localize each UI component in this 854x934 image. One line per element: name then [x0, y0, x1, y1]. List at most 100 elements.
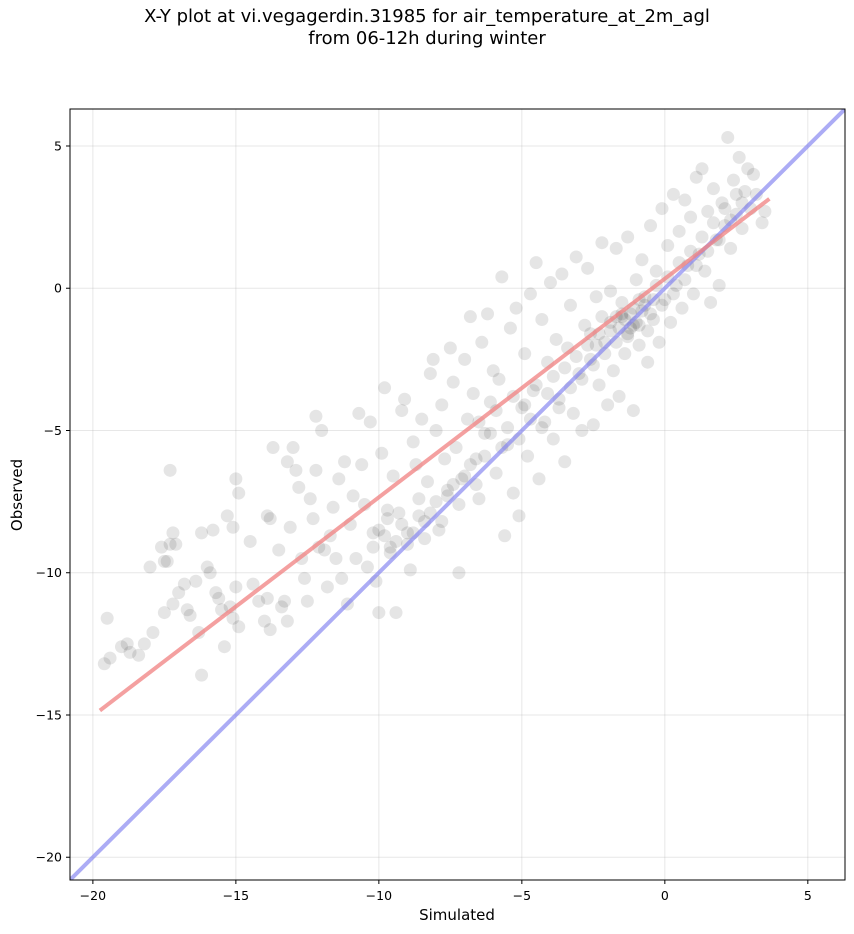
data-point	[160, 554, 174, 568]
data-point	[532, 472, 546, 486]
data-point	[163, 463, 177, 477]
x-tick-label: −10	[366, 888, 392, 903]
data-point	[664, 315, 678, 329]
data-point	[123, 645, 137, 659]
data-point	[386, 469, 400, 483]
data-point	[180, 603, 194, 617]
x-tick-label: −15	[223, 888, 249, 903]
data-point	[263, 623, 277, 637]
data-point	[318, 543, 332, 557]
y-tick-label: −10	[36, 565, 62, 580]
data-point	[746, 167, 760, 181]
data-point	[695, 162, 709, 176]
chart-title-line-1: X-Y plot at vi.vegagerdin.31985 for air_…	[144, 6, 710, 27]
data-point	[286, 441, 300, 455]
data-point	[163, 537, 177, 551]
data-point	[332, 472, 346, 486]
data-point	[257, 614, 271, 628]
data-point	[712, 278, 726, 292]
data-point	[120, 637, 134, 651]
data-point	[209, 586, 223, 600]
y-axis-label: Observed	[8, 459, 26, 531]
data-point	[558, 361, 572, 375]
data-point	[546, 369, 560, 383]
data-point	[143, 560, 157, 574]
data-point	[575, 423, 589, 437]
x-axis-label: Simulated	[419, 906, 495, 924]
data-point	[523, 287, 537, 301]
data-point	[166, 597, 180, 611]
data-point	[555, 267, 569, 281]
data-point	[366, 526, 380, 540]
data-point	[518, 398, 532, 412]
data-point	[446, 375, 460, 389]
data-point	[263, 512, 277, 526]
data-point	[652, 335, 666, 349]
data-point	[661, 239, 675, 253]
data-point	[449, 441, 463, 455]
data-point	[481, 307, 495, 321]
data-point	[618, 347, 632, 361]
data-point	[309, 463, 323, 477]
data-point	[412, 492, 426, 506]
data-point	[315, 423, 329, 437]
x-tick-label: −5	[513, 888, 531, 903]
data-point	[435, 515, 449, 529]
data-point	[592, 378, 606, 392]
data-point	[389, 606, 403, 620]
data-point	[412, 509, 426, 523]
data-point	[638, 298, 652, 312]
data-point	[655, 202, 669, 216]
data-point	[684, 210, 698, 224]
data-point	[389, 534, 403, 548]
data-point	[741, 162, 755, 176]
data-point	[252, 594, 266, 608]
y-tick-label: −20	[36, 850, 62, 865]
regression-line	[98, 197, 771, 713]
data-point	[735, 221, 749, 235]
data-point	[552, 401, 566, 415]
data-point	[272, 543, 286, 557]
data-point	[169, 537, 183, 551]
data-point	[526, 384, 540, 398]
data-point	[523, 412, 537, 426]
data-point	[363, 415, 377, 429]
data-point	[706, 182, 720, 196]
data-point	[606, 364, 620, 378]
data-point	[475, 335, 489, 349]
x-tick-label: 0	[661, 888, 669, 903]
data-point	[678, 193, 692, 207]
data-point	[595, 236, 609, 250]
data-point	[581, 261, 595, 275]
data-point	[749, 187, 763, 201]
data-point	[603, 324, 617, 338]
data-point	[429, 495, 443, 509]
data-point	[535, 313, 549, 327]
data-point	[383, 540, 397, 554]
data-point	[380, 503, 394, 517]
data-point	[601, 398, 615, 412]
data-point	[360, 560, 374, 574]
data-point	[541, 387, 555, 401]
data-point	[535, 421, 549, 435]
data-point	[678, 273, 692, 287]
data-point	[283, 520, 297, 534]
data-point	[521, 449, 535, 463]
data-point	[406, 435, 420, 449]
data-point	[689, 170, 703, 184]
data-point	[435, 398, 449, 412]
data-point	[395, 404, 409, 418]
data-point	[538, 415, 552, 429]
data-point	[583, 352, 597, 366]
data-point	[212, 591, 226, 605]
data-point	[492, 372, 506, 386]
data-point	[463, 458, 477, 472]
y-tick-label: 5	[54, 138, 62, 153]
data-point	[629, 273, 643, 287]
data-point	[686, 287, 700, 301]
data-point	[103, 651, 117, 665]
data-point	[229, 580, 243, 594]
data-point	[372, 606, 386, 620]
data-point	[280, 614, 294, 628]
